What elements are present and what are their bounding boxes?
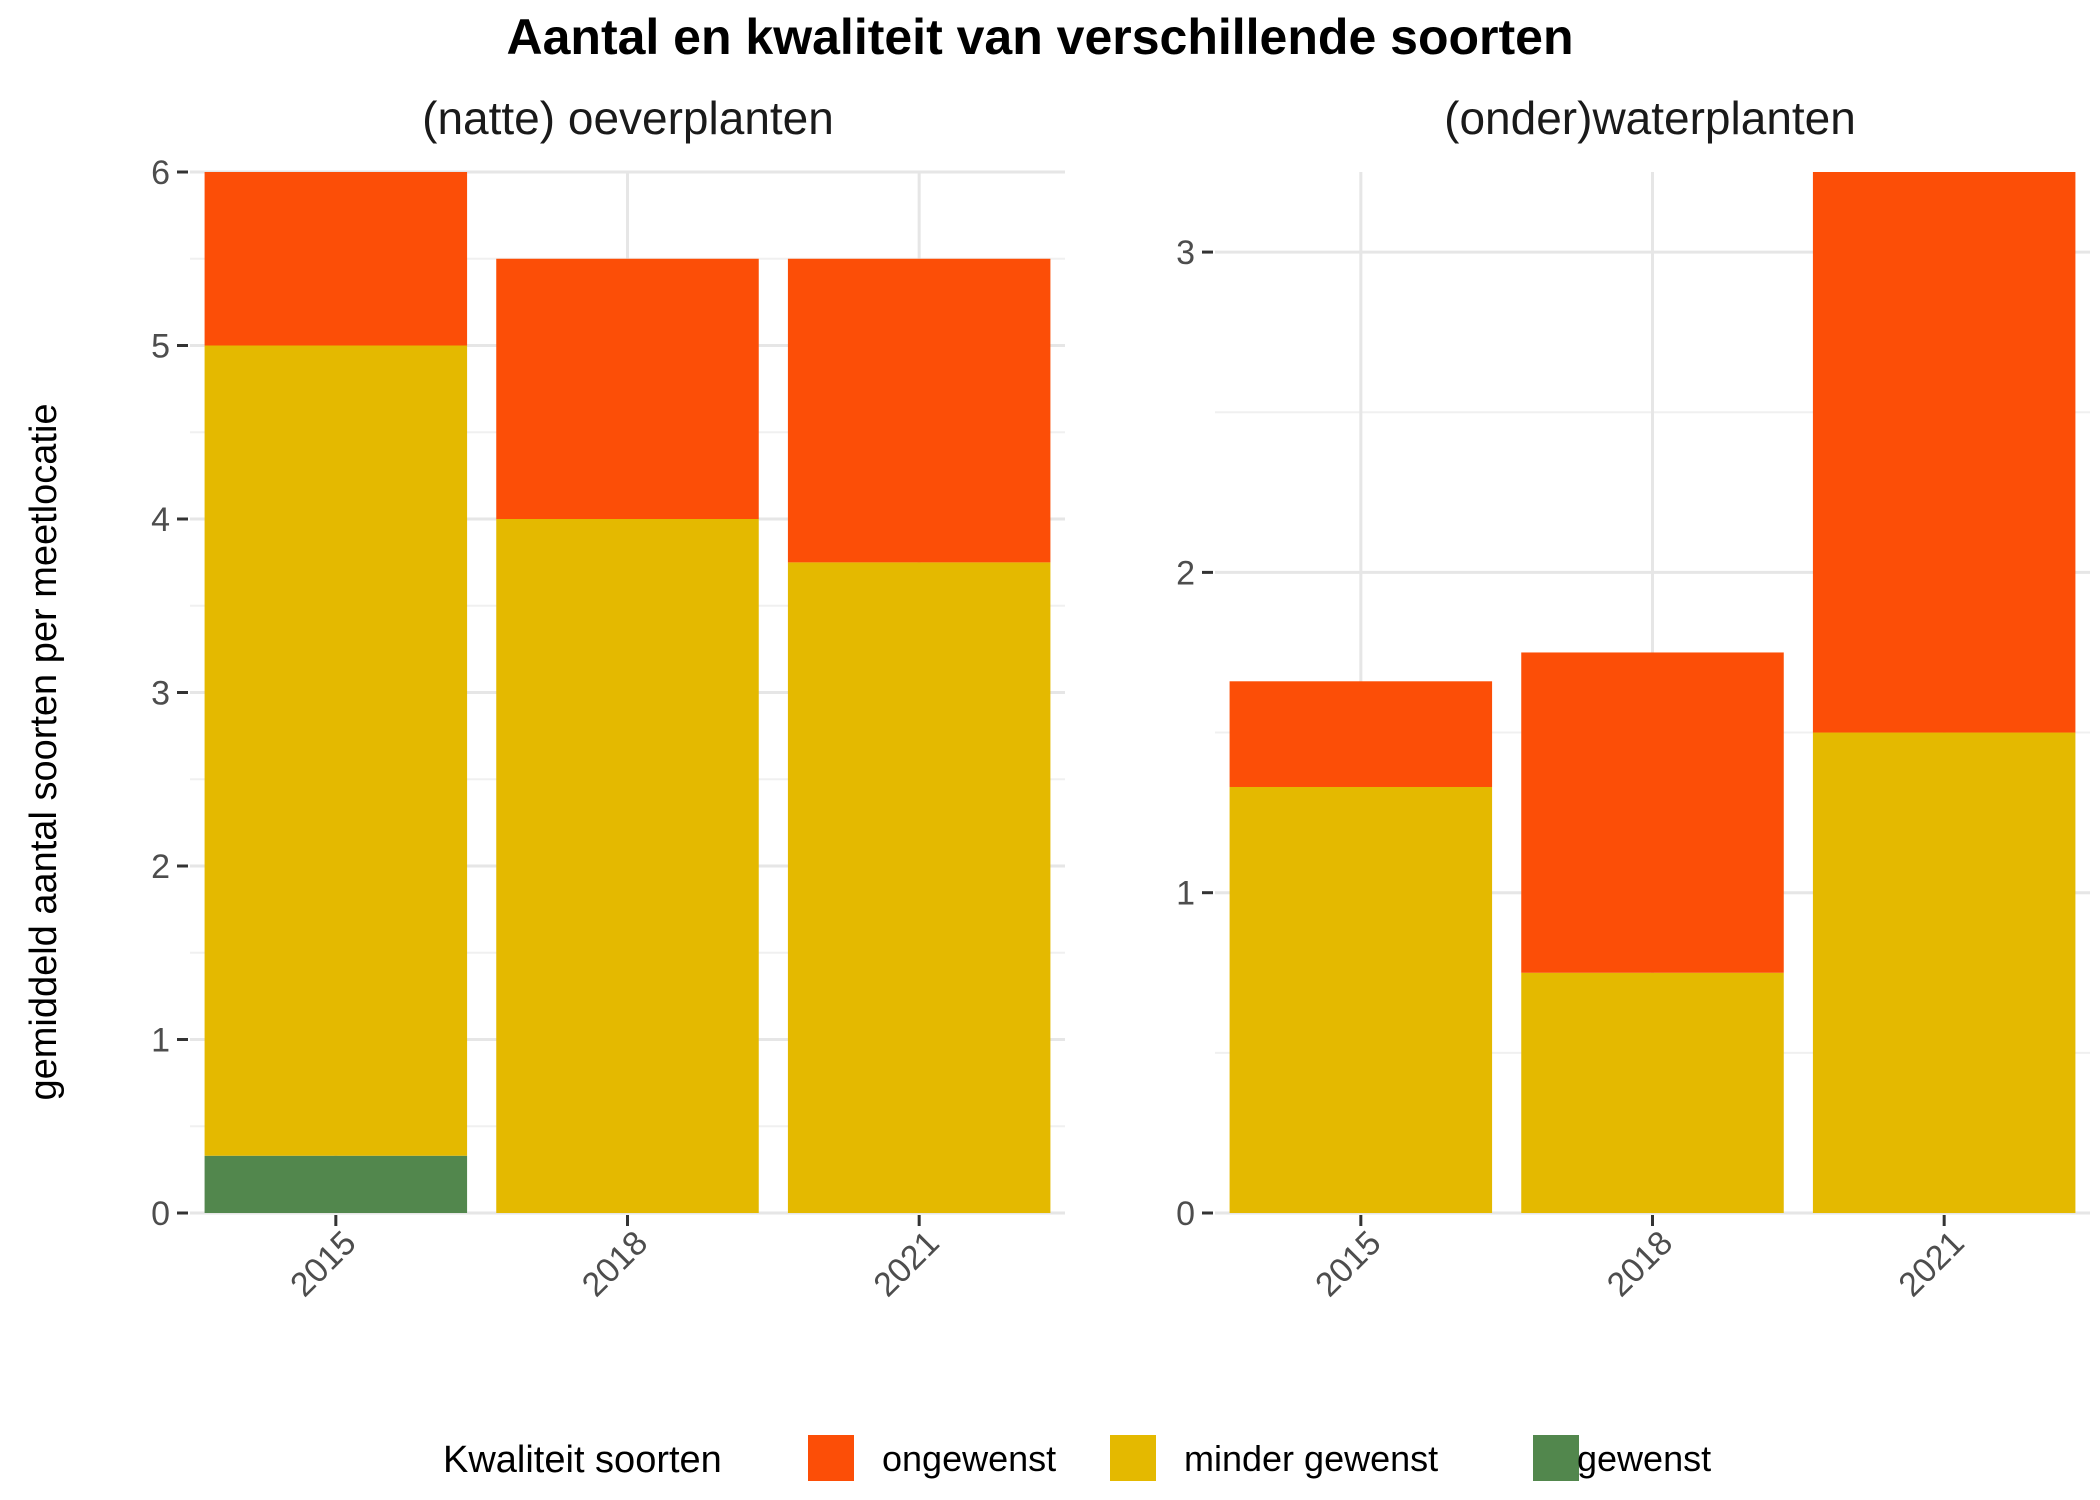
legend-label: minder gewenst [1184, 1438, 1438, 1479]
legend-item-minder-gewenst: minder gewenst [1110, 1435, 1438, 1481]
panel-title: (onder)waterplanten [1444, 92, 1856, 144]
chart-title: Aantal en kwaliteit van verschillende so… [506, 9, 1573, 65]
legend-swatch [1110, 1435, 1156, 1481]
x-tick-label: 2018 [575, 1224, 655, 1304]
y-tick-label: 0 [151, 1195, 170, 1233]
y-tick-label: 6 [151, 154, 170, 192]
bar-2015-minder-gewenst [1229, 786, 1493, 1213]
y-tick-label: 3 [151, 675, 170, 713]
panel-title: (natte) oeverplanten [422, 92, 834, 144]
bar-2021-minder-gewenst [787, 562, 1051, 1213]
bar-2021-minder-gewenst [1812, 732, 2076, 1213]
bar-2015-minder-gewenst [204, 345, 468, 1156]
y-tick-label: 3 [1176, 234, 1195, 272]
y-tick-label: 0 [1176, 1195, 1195, 1233]
x-tick-label: 2021 [866, 1224, 946, 1304]
y-axis-title: gemiddeld aantal soorten per meetlocatie [23, 403, 65, 1100]
legend-swatch [1533, 1435, 1579, 1481]
panel-2: (onder)waterplanten 0 1 2 3 2015 2018 2021 [1176, 92, 2090, 1304]
bar-2021-ongewenst [787, 258, 1051, 563]
bar-2021-ongewenst [1812, 172, 2076, 733]
y-tick-label: 2 [1176, 554, 1195, 592]
y-tick-label: 4 [151, 501, 170, 539]
bar-2018-minder-gewenst [1521, 972, 1784, 1213]
y-tick-label: 2 [151, 848, 170, 886]
x-tick-label: 2021 [1891, 1224, 1971, 1304]
bar-2018-ongewenst [496, 258, 759, 519]
bar-2018-minder-gewenst [496, 519, 759, 1213]
bar-2015-ongewenst [204, 172, 468, 346]
legend: Kwaliteit soorten ongewenst minder gewens… [443, 1435, 1711, 1481]
panel-1: (natte) oeverplanten 0 1 2 3 4 5 6 2015 2018 2021 [151, 92, 1065, 1304]
y-tick-label: 5 [151, 328, 170, 366]
legend-label: ongewenst [882, 1438, 1056, 1479]
y-tick-label: 1 [1176, 875, 1195, 913]
bar-2018-ongewenst [1521, 652, 1784, 973]
legend-title: Kwaliteit soorten [443, 1439, 722, 1481]
y-tick-label: 1 [151, 1022, 170, 1060]
bar-2015-ongewenst [1229, 681, 1493, 787]
legend-item-ongewenst: ongewenst [808, 1435, 1056, 1481]
legend-item-gewenst: gewenst [1533, 1435, 1711, 1481]
legend-label: gewenst [1577, 1438, 1711, 1479]
x-tick-label: 2018 [1600, 1224, 1680, 1304]
legend-swatch [808, 1435, 854, 1481]
x-tick-label: 2015 [283, 1224, 363, 1304]
bar-2015-gewenst [204, 1155, 468, 1213]
x-tick-label: 2015 [1308, 1224, 1388, 1304]
